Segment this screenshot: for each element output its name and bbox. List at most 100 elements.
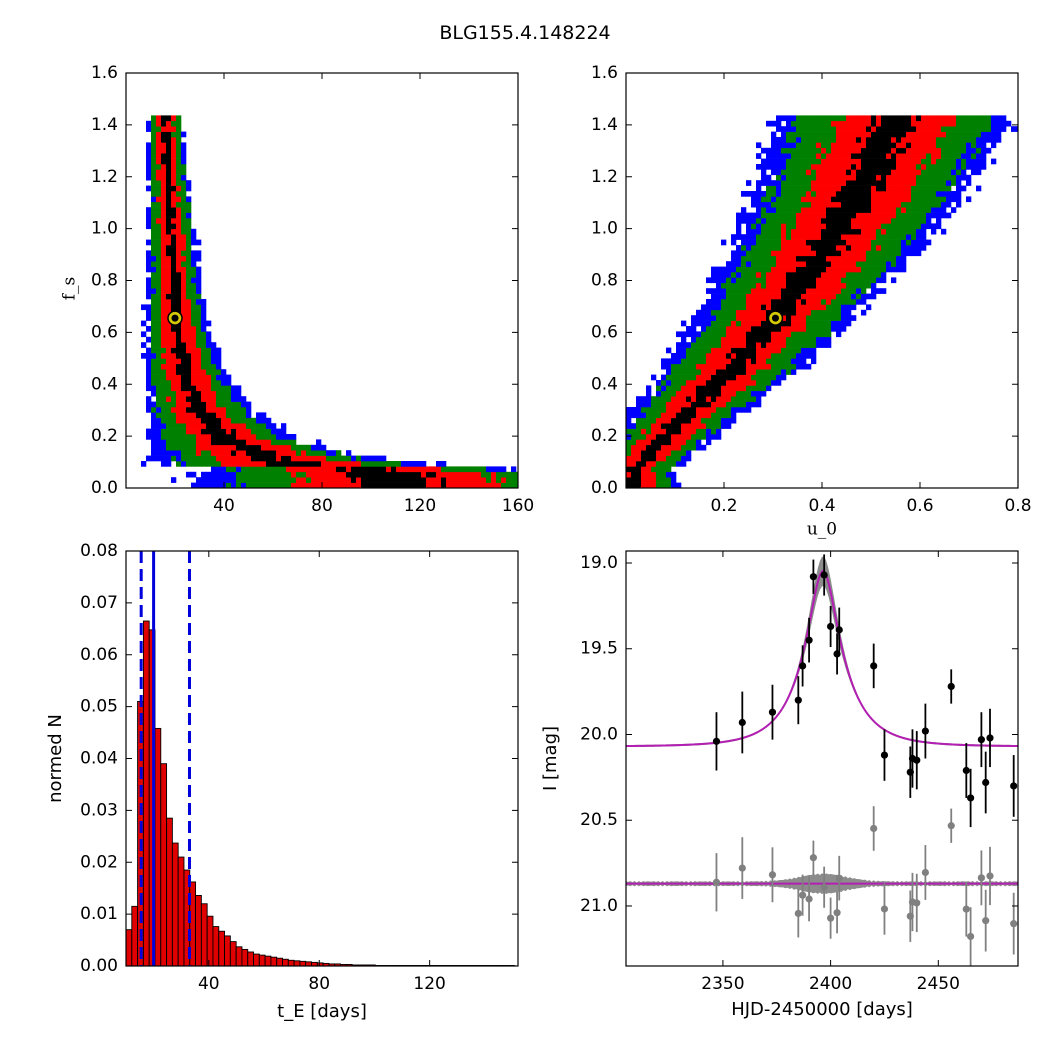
panel-fs-u0-cell [826, 169, 832, 176]
panel-fs-u0-cell [911, 191, 917, 197]
panel-fs-u0-cell [626, 471, 632, 478]
panel-fs-tE-cell [156, 234, 162, 240]
panel-fs-tE-cell [186, 245, 192, 251]
panel-fs-tE-cell [146, 358, 152, 365]
panel-fs-tE-cell [331, 461, 337, 467]
panel-fs-tE-cell [286, 444, 292, 451]
lc-data-point [880, 751, 889, 759]
panel-fs-u0-cell [751, 228, 757, 235]
panel-fs-u0-cell [716, 390, 722, 397]
panel-fs-u0-cell [746, 401, 752, 408]
panel-fs-tE-cell [256, 423, 262, 429]
panel-fs-tE-cell [171, 428, 177, 435]
panel-fs-tE-cell [271, 461, 277, 467]
panel-fs-u0-cell [666, 439, 672, 446]
panel-fs-u0-cell [971, 131, 977, 138]
panel-fs-u0-cell [781, 158, 787, 165]
panel-fs-u0-cell [866, 223, 872, 230]
panel-fs-u0-cell [741, 396, 747, 402]
panel-fs-u0-cell [791, 282, 797, 289]
panel-fs-u0-cell [776, 277, 782, 284]
panel-fs-tE-cell [191, 369, 197, 375]
panel-fs-u0-cell [806, 336, 812, 343]
panel-fs-tE-cell [181, 417, 187, 424]
panel-fs-tE-cell [346, 450, 352, 456]
panel-fs-tE-cell [151, 434, 157, 440]
panel-fs-u0-cell [786, 320, 792, 327]
panel-fs-tE-cell [311, 482, 317, 488]
panel-fs-tE-cell [201, 304, 207, 311]
panel-fs-u0-cell [791, 180, 797, 186]
panel-fs-u0-cell [636, 417, 642, 424]
panel-fs-u0-cell [931, 158, 937, 165]
panel-fs-u0-cell [736, 218, 742, 224]
panel-fs-tE-cell [191, 396, 197, 402]
panel-fs-u0-cell [796, 293, 802, 300]
panel-fs-u0-cell [656, 396, 662, 402]
panel-fs-u0-cell [676, 482, 682, 488]
panel-fs-u0-cell [856, 261, 862, 267]
panel-fs-u0-cell [636, 423, 642, 429]
panel-fs-u0-cell [876, 277, 882, 284]
panel-fs-u0-cell [641, 482, 647, 488]
panel-fs-u0-cell [711, 272, 717, 278]
panel-fs-tE-cell [206, 331, 212, 338]
panel-fs-u0-cell [966, 142, 972, 149]
panel-fs-u0-cell [641, 396, 647, 402]
panel-fs-tE-cell [156, 250, 162, 257]
lc-data-point [738, 718, 746, 727]
panel-fs-u0-cell [706, 439, 712, 446]
panel-fs-u0-cell [791, 174, 797, 181]
panel-fs-u0-cell [801, 309, 807, 316]
panel-fs-tE-cell [211, 385, 217, 392]
panel-fs-tE-cell [181, 412, 187, 419]
panel-fs-u0-cell [691, 439, 697, 446]
panel-fs-tE-cell [176, 245, 182, 251]
panel-fs-tE-cell [251, 461, 257, 467]
panel-fs-u0-cell [676, 347, 682, 354]
panel-fs-u0-cell [856, 288, 862, 294]
panel-fs-u0-cell [886, 158, 892, 165]
panel-fs-tE-cell [176, 455, 182, 462]
panel-fs-u0-cell [796, 191, 802, 197]
panel-fs-tE-cell [206, 417, 212, 424]
panel-fs-tE-cell [171, 228, 177, 235]
panel-fs-u0-cell [881, 196, 887, 203]
panel-fs-u0-cell [851, 201, 857, 208]
panel-fs-tE-cell [141, 461, 147, 467]
panel-fs-u0-cell [701, 320, 707, 327]
panel-fs-u0-cell [701, 380, 707, 386]
panel-fs-u0-cell [776, 363, 782, 370]
panel-fs-u0-cell [911, 120, 917, 127]
panel-fs-tE-cell [146, 326, 152, 332]
panel-fs-u0-cell [941, 228, 947, 235]
panel-fs-u0-cell [626, 444, 632, 451]
panel-fs-u0-cell [871, 245, 877, 251]
panel-fs-tE-cell [146, 380, 152, 386]
panel-fs-u0-cell [736, 407, 742, 413]
panel-fs-tE-cell [166, 331, 172, 338]
panel-fs-u0-cell [816, 147, 822, 154]
panel-fs-u0-cell [686, 390, 692, 397]
panel-fs-tE-cell [296, 482, 302, 488]
panel-fs-tE-cell [141, 331, 147, 338]
panel-fs-u0-cell [766, 185, 772, 192]
panel-fs-u0-cell [791, 336, 797, 343]
panel-fs-tE-cell [166, 142, 172, 149]
panel-fs-u0-cell [821, 131, 827, 138]
panel-fs-u0-cell [796, 212, 802, 219]
panel-fs-tE-cell [171, 336, 177, 343]
panel-fs-tE-cell [201, 336, 207, 343]
panel-fs-tE-cell [226, 466, 232, 473]
panel-fs-u0-cell [671, 353, 677, 359]
panel-fs-tE-cell [171, 477, 177, 483]
panel-fs-tE-cell [241, 482, 247, 488]
panel-fs-u0-cell [801, 169, 807, 176]
panel-fs-u0-cell [661, 450, 667, 456]
panel-fs-tE-cell [236, 412, 242, 419]
panel-fs-u0-cell [786, 336, 792, 343]
panel-fs-u0-cell [956, 169, 962, 176]
panel-fs-u0-cell [781, 207, 787, 213]
panel-hist-xtick-label: 80 [308, 974, 330, 994]
panel-fs-u0-cell [801, 358, 807, 365]
